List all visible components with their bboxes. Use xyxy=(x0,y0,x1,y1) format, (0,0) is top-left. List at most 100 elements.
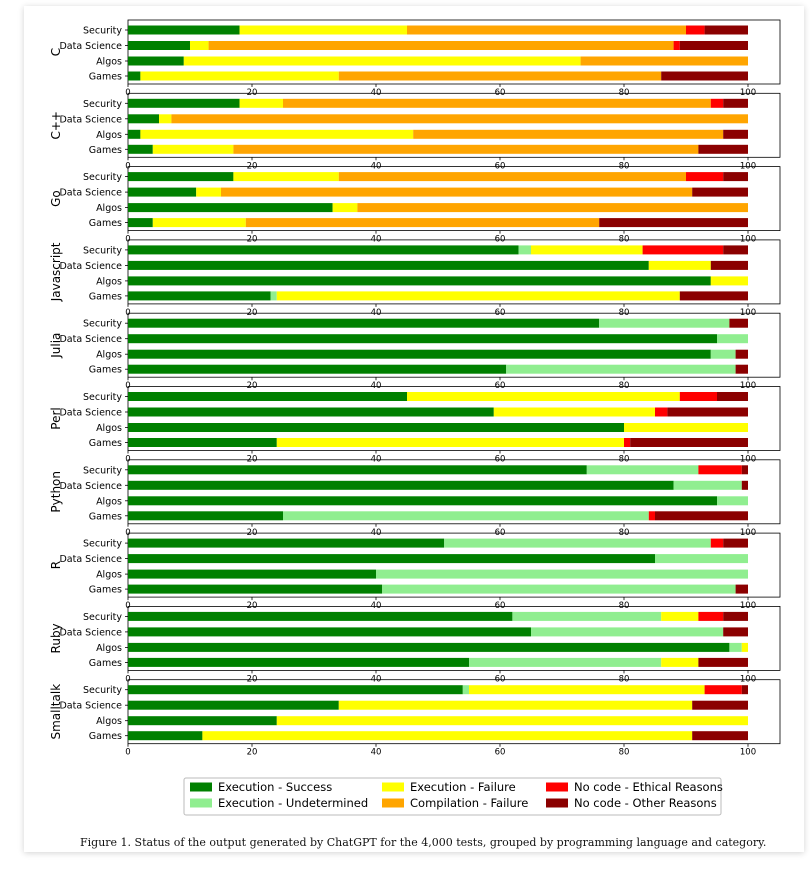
category-label: Data Science xyxy=(59,481,122,492)
bar-segment xyxy=(128,685,463,695)
bar-segment xyxy=(128,657,469,667)
category-label: Data Science xyxy=(59,334,122,345)
panel-frame xyxy=(127,166,781,232)
bar-segment xyxy=(128,25,240,35)
bar-segment xyxy=(624,438,631,447)
category-label: Algos xyxy=(96,570,122,581)
bar-segment xyxy=(233,172,339,182)
bar-segment xyxy=(531,245,643,255)
bar-segment xyxy=(655,407,668,417)
panel-frame xyxy=(127,239,781,305)
category-label: Security xyxy=(83,465,122,476)
bar-segment xyxy=(741,480,748,490)
bar-segment xyxy=(190,41,209,50)
bar-segment xyxy=(270,291,277,301)
category-label: Games xyxy=(89,145,122,156)
language-label: R xyxy=(49,561,63,569)
bar-segment xyxy=(382,584,736,594)
bar-segment xyxy=(661,611,699,621)
category-label: Data Science xyxy=(59,701,122,712)
bar-segment xyxy=(239,25,407,35)
category-label: Data Science xyxy=(59,554,122,565)
bar-segment xyxy=(599,218,748,228)
bar-segment xyxy=(710,98,724,108)
bar-segment xyxy=(128,480,674,490)
panel-javascript: Javascript Security Data Science Algos Games… xyxy=(49,239,781,318)
legend-label: No code - Other Reasons xyxy=(574,796,717,810)
bar-segment xyxy=(735,349,748,359)
bar-segment xyxy=(735,584,748,594)
category-label: Algos xyxy=(96,203,122,214)
bar-segment xyxy=(128,318,600,328)
panel-frame xyxy=(127,459,781,525)
bar-segment xyxy=(128,423,624,432)
category-label: Security xyxy=(83,539,122,550)
bar-segment xyxy=(338,71,662,81)
legend-label: Execution - Undetermined xyxy=(218,796,368,810)
bar-segment xyxy=(128,98,240,108)
bar-segment xyxy=(128,172,234,182)
category-label: Security xyxy=(83,685,122,696)
legend-box xyxy=(183,777,722,816)
panel-frame xyxy=(127,386,781,451)
bar-segment xyxy=(196,187,221,197)
category-label: Games xyxy=(89,365,122,376)
bar-segment xyxy=(741,465,748,475)
bar-segment xyxy=(208,41,674,50)
bar-segment xyxy=(239,98,283,108)
bar-segment xyxy=(723,129,748,139)
bar-segment xyxy=(493,407,655,417)
bar-segment xyxy=(692,187,748,197)
bar-segment xyxy=(723,172,748,182)
legend-label: No code - Ethical Reasons xyxy=(574,780,723,794)
legend-swatch xyxy=(546,782,568,792)
bar-segment xyxy=(376,569,748,579)
category-label: Algos xyxy=(96,350,122,361)
bar-segment xyxy=(128,554,655,564)
figure-card: C Security Data Science Algos Games 0 20 40 60 80… xyxy=(24,6,804,852)
bar-segment xyxy=(128,71,141,81)
bar-segment xyxy=(128,56,184,66)
bar-segment xyxy=(152,218,246,228)
bar-segment xyxy=(723,611,748,621)
bar-segment xyxy=(661,71,748,81)
bar-segment xyxy=(283,511,649,521)
bar-segment xyxy=(462,685,469,695)
bar-segment xyxy=(717,334,748,344)
language-label: C xyxy=(49,48,63,56)
bar-segment xyxy=(128,187,197,197)
legend-swatch xyxy=(382,782,404,792)
category-label: Security xyxy=(83,319,122,330)
bar-segment xyxy=(648,260,711,270)
bar-segment xyxy=(407,392,680,401)
bar-segment xyxy=(128,129,141,139)
language-label: Go xyxy=(49,190,63,207)
bar-segment xyxy=(128,392,407,401)
bar-segment xyxy=(679,41,748,50)
legend-label: Execution - Success xyxy=(218,780,332,794)
legend: Execution - Success Execution - Undetermi… xyxy=(183,777,723,816)
category-label: Data Science xyxy=(59,408,122,419)
bar-segment xyxy=(698,657,748,667)
bar-segment xyxy=(735,364,748,374)
bar-segment xyxy=(444,538,711,548)
bar-segment xyxy=(723,627,748,637)
bar-segment xyxy=(698,465,742,475)
panel-smalltalk: Smalltalk Security Data Science Algos Games0… xyxy=(49,679,781,758)
category-label: Algos xyxy=(96,716,122,727)
bar-segment xyxy=(531,627,724,637)
bar-segment xyxy=(586,465,699,475)
bar-segment xyxy=(469,657,662,667)
x-tick-label: 40 xyxy=(371,748,382,758)
bar-segment xyxy=(673,41,680,50)
category-label: Security xyxy=(83,245,122,256)
category-label: Data Science xyxy=(59,114,122,125)
bar-segment xyxy=(128,569,376,579)
bar-segment xyxy=(128,364,507,374)
